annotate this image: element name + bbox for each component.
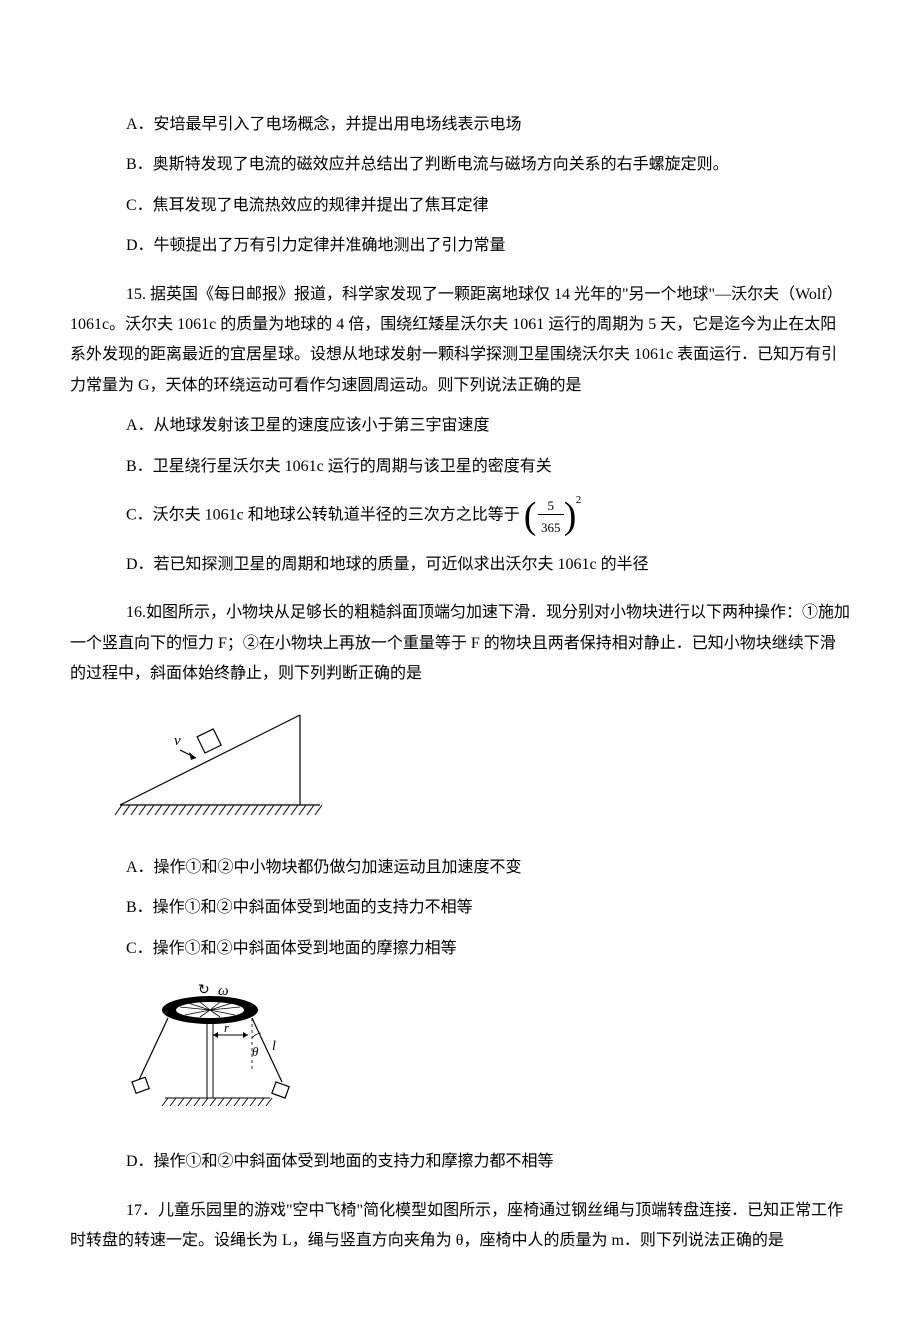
axis-symbol: ↻ <box>198 983 210 998</box>
ground-hatch <box>115 805 322 815</box>
seat-right-icon <box>272 1082 289 1098</box>
rope-left <box>138 1018 168 1082</box>
q14-option-b: B．奥斯特发现了电流的磁效应并总结出了判断电流与磁场方向关系的右手螺旋定则。 <box>126 150 850 180</box>
q17-flying-chair-diagram: ↻ ω <box>110 980 850 1131</box>
q16-option-a: A．操作①和②中小物块都仍做匀加速运动且加速度不变 <box>126 853 850 883</box>
r-arrow-head-right <box>243 1032 248 1038</box>
seat-left-icon <box>132 1077 149 1093</box>
paren-left: ( <box>524 492 537 540</box>
q15-stem: 15. 据英国《每日邮报》报道，科学家发现了一颗距离地球仅 14 光年的"另一个… <box>70 280 850 402</box>
incline-line <box>120 715 300 805</box>
q16-option-d: D．操作①和②中斜面体受到地面的支持力和摩擦力都不相等 <box>126 1147 850 1177</box>
velocity-arrow-head <box>189 752 196 760</box>
l-label: l <box>272 1039 276 1054</box>
q14-option-d: D．牛顿提出了万有引力定律并准确地测出了引力常量 <box>126 231 850 261</box>
block-icon <box>197 729 221 753</box>
q17-stem: 17．儿童乐园里的游戏"空中飞椅"简化模型如图所示，座椅通过钢丝绳与顶端转盘连接… <box>70 1196 850 1257</box>
q16-option-c: C．操作①和②中斜面体受到地面的摩擦力相等 <box>126 934 850 964</box>
paren-right: ) <box>564 492 577 540</box>
ground-hatch-2 <box>162 1098 272 1106</box>
velocity-label: v <box>174 733 181 749</box>
q15-option-b: B．卫星绕行星沃尔夫 1061c 运行的周期与该卫星的密度有关 <box>126 452 850 482</box>
q15-option-a: A．从地球发射该卫星的速度应该小于第三宇宙速度 <box>126 411 850 441</box>
q15-option-c: C．沃尔夫 1061c 和地球公转轨道半径的三次方之比等于 ( 5 365 ) … <box>126 492 850 540</box>
q15-option-d: D．若已知探测卫星的周期和地球的质量，可近似求出沃尔夫 1061c 的半径 <box>126 550 850 580</box>
q14-option-c: C．焦耳发现了电流热效应的规律并提出了焦耳定律 <box>126 191 850 221</box>
q16-incline-diagram: v <box>110 705 850 836</box>
theta-label: θ <box>252 1044 259 1059</box>
fraction-exponent: 2 <box>576 490 582 511</box>
q16-option-b: B．操作①和②中斜面体受到地面的支持力不相等 <box>126 893 850 923</box>
fraction-denominator: 365 <box>538 516 564 541</box>
q15-fraction-expression: ( 5 365 ) 2 <box>524 492 586 540</box>
r-arrow-head-left <box>213 1032 218 1038</box>
q14-option-a: A．安培最早引入了电场概念，并提出用电场线表示电场 <box>126 110 850 140</box>
q16-stem: 16.如图所示，小物块从足够长的粗糙斜面顶端匀加速下滑．现分别对小物块进行以下两… <box>70 598 850 689</box>
q15-option-c-text: C．沃尔夫 1061c 和地球公转轨道半径的三次方之比等于 <box>126 507 520 524</box>
fraction-bar <box>538 514 564 515</box>
